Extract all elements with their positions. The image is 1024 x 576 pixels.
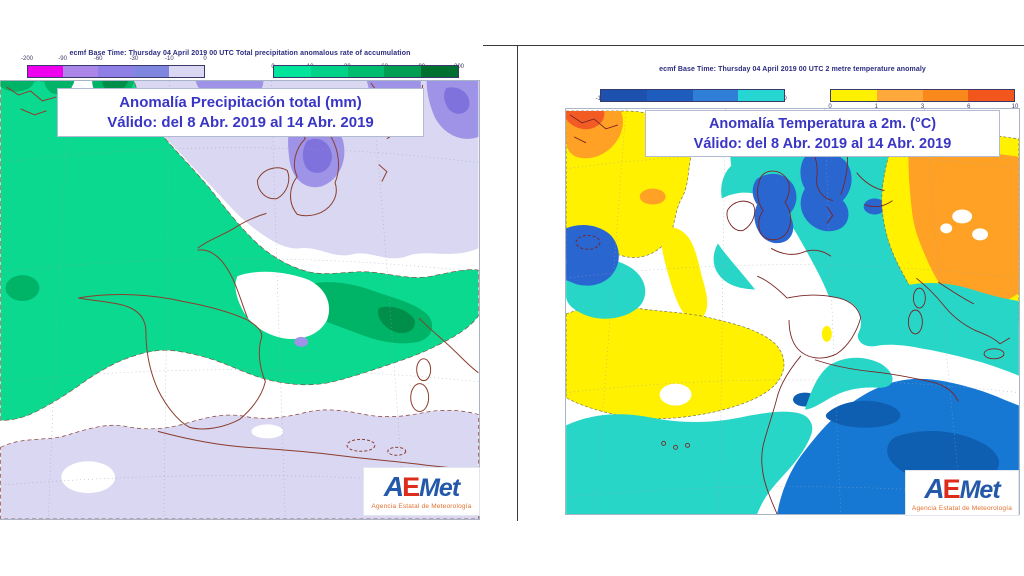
colorbar-segment	[692, 90, 739, 101]
precip-pos-colorbar	[273, 65, 459, 78]
coastlines	[569, 114, 1011, 514]
tick-label: -30	[129, 56, 139, 62]
aemet-logo-text: AEMet	[924, 472, 1000, 504]
tick-label: 0	[828, 104, 832, 110]
precip-neg-scale-ticks: -200 -90 -60 -30 -10 0	[21, 56, 207, 64]
colorbar-segment	[601, 90, 647, 101]
colorbar-segment	[274, 66, 311, 77]
colorbar-segment	[168, 66, 205, 77]
colorbar-segment	[968, 90, 1014, 101]
colorbar-segment	[646, 90, 693, 101]
colorbar-segment	[28, 66, 64, 77]
precip-title-box: Anomalía Precipitación total (mm) Válido…	[57, 88, 424, 137]
colorbar-segment	[310, 66, 348, 77]
aemet-logo-subtitle: Agencia Estatal de Meteorología	[371, 503, 472, 510]
colorbar-segment	[347, 66, 385, 77]
precipitation-anomaly-map	[0, 80, 480, 520]
graticule	[0, 81, 479, 519]
tick-label: 1	[874, 104, 878, 110]
colorbar-segment	[421, 66, 458, 77]
top-frame-line	[483, 45, 1024, 46]
temp-title: Anomalía Temperatura a 2m. (°C)	[708, 115, 937, 132]
temp-pos-scale-ticks: 0 1 3 6 10	[828, 104, 1018, 112]
aemet-logo-right: AEMet Agencia Estatal de Meteorología	[905, 470, 1019, 516]
panel-divider-line	[517, 45, 518, 521]
colorbar-segment	[831, 90, 877, 101]
colorbar-segment	[922, 90, 969, 101]
aemet-logo-left: AEMet Agencia Estatal de Meteorología	[363, 467, 480, 516]
precip-neg-colorbar	[27, 65, 205, 78]
tick-label: 0	[783, 96, 787, 102]
colorbar-segment	[133, 66, 169, 77]
tick-label: -60	[93, 56, 103, 62]
aemet-logo-subtitle: Agencia Estatal de Meteorología	[911, 504, 1013, 512]
colorbar-segment	[384, 66, 422, 77]
tick-label: -90	[58, 56, 67, 62]
colorbar-segment	[63, 66, 99, 77]
tick-label: 200	[453, 64, 465, 70]
tick-label: -200	[20, 56, 34, 62]
temp-header-text: ecmf Base Time: Thursday 04 April 2019 0…	[659, 66, 926, 73]
temperature-anomaly-map	[565, 108, 1020, 515]
temp-valid-range: Válido: del 8 Abr. 2019 al 14 Abr. 2019	[693, 135, 952, 152]
precip-title: Anomalía Precipitación total (mm)	[119, 93, 362, 111]
temp-title-box: Anomalía Temperatura a 2m. (°C) Válido: …	[645, 110, 1000, 157]
tick-label: 0	[203, 56, 207, 62]
tick-label: 10	[1011, 104, 1019, 110]
colorbar-segment	[876, 90, 923, 101]
precip-header-text: ecmf Base Time: Thursday 04 April 2019 0…	[69, 50, 411, 57]
aemet-logo-text: AEMet	[383, 471, 460, 503]
precip-valid-range: Válido: del 8 Abr. 2019 al 14 Abr. 2019	[107, 113, 374, 131]
tick-label: 6	[967, 104, 971, 110]
colorbar-segment	[738, 90, 784, 101]
colorbar-segment	[98, 66, 134, 77]
temp-neg-colorbar	[600, 89, 785, 102]
tick-label: -10	[165, 56, 174, 62]
temp-pos-colorbar	[830, 89, 1015, 102]
tick-label: 3	[920, 104, 925, 110]
